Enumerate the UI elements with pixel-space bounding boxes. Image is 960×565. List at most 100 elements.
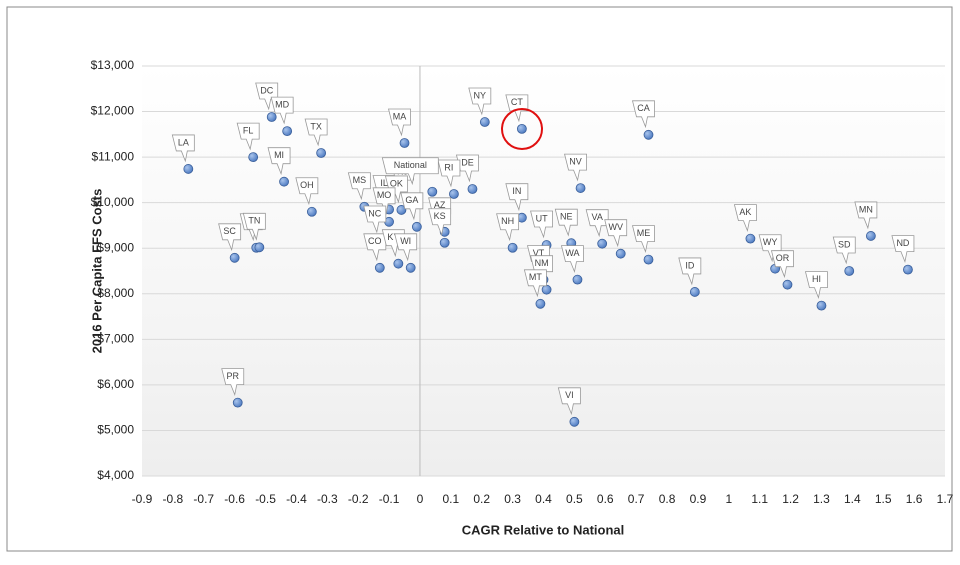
x-tick-label: -0.4 — [286, 492, 307, 506]
point — [643, 254, 654, 265]
point — [229, 252, 240, 263]
x-tick-label: 0 — [417, 492, 424, 506]
point — [535, 298, 546, 309]
callout-box — [585, 209, 609, 238]
point-label: AZ — [434, 200, 446, 210]
point-label: WV — [608, 222, 623, 232]
callout: NE — [554, 208, 578, 237]
callout-box — [557, 387, 581, 416]
callout: MS — [347, 172, 371, 201]
point — [254, 242, 265, 253]
point-label: NE — [560, 212, 573, 222]
y-tick-label: $11,000 — [92, 149, 135, 163]
y-tick-label: $10,000 — [91, 195, 135, 209]
x-axis-title: CAGR Relative to National — [462, 522, 625, 537]
callout: National — [381, 157, 439, 186]
point — [575, 183, 586, 193]
x-tick-label: 1.4 — [844, 492, 861, 506]
point — [449, 189, 459, 199]
callout: MD — [270, 96, 294, 125]
y-tick-label: $5,000 — [97, 423, 134, 437]
point — [507, 242, 518, 253]
callout: NY — [468, 87, 492, 116]
point-label: KS — [434, 211, 446, 221]
callout-box — [530, 210, 553, 239]
callout: AK — [733, 204, 757, 233]
callout-box — [564, 153, 587, 182]
point-label: LA — [178, 137, 189, 147]
x-tick-label: 0.6 — [597, 492, 614, 506]
point — [427, 186, 438, 197]
point-label: MO — [377, 190, 392, 200]
point-label: PR — [226, 371, 239, 381]
point-label: GA — [405, 195, 418, 205]
x-tick-label: -0.9 — [132, 492, 153, 506]
callout-box — [560, 245, 584, 274]
callout: CT — [505, 94, 529, 123]
point-label: RI — [444, 162, 453, 172]
y-tick-label: $9,000 — [97, 240, 134, 254]
callout: MO — [372, 187, 396, 216]
point — [569, 416, 580, 427]
point — [615, 248, 626, 259]
point-label: HI — [812, 274, 821, 284]
point — [903, 264, 913, 275]
callout-box — [388, 108, 411, 137]
callout-box — [554, 208, 578, 237]
point — [467, 184, 478, 194]
callout: DC — [255, 82, 279, 111]
callout: VA — [585, 209, 609, 238]
callout-box — [304, 118, 328, 147]
point-label: MD — [275, 100, 289, 110]
point — [399, 138, 410, 148]
point-label: ME — [637, 228, 651, 238]
point — [689, 287, 700, 297]
callout: SC — [218, 223, 242, 252]
callout-box — [631, 100, 655, 129]
point — [865, 231, 876, 241]
point-label: NC — [368, 208, 381, 218]
x-tick-label: -0.5 — [255, 492, 276, 506]
point — [516, 123, 527, 134]
x-tick-label: 1.5 — [875, 492, 892, 506]
callout-box — [505, 183, 529, 212]
callout-box — [372, 187, 396, 216]
point — [816, 300, 827, 311]
point-label: MS — [353, 175, 367, 185]
callout: WV — [604, 219, 628, 248]
point-label: OR — [776, 253, 790, 263]
point — [597, 238, 608, 249]
highlight-circle — [501, 108, 543, 150]
point — [782, 279, 793, 290]
callout: ME — [631, 225, 655, 254]
point-label: UT — [536, 213, 548, 223]
callout: NC — [363, 205, 387, 234]
callout: OR — [770, 250, 794, 279]
x-tick-label: 0.8 — [659, 492, 676, 506]
callout: CA — [631, 100, 655, 129]
callout: WI — [394, 233, 418, 262]
callout-box — [523, 269, 547, 298]
callout-box — [267, 147, 291, 176]
point-label: OK — [390, 178, 403, 188]
x-tick-label: 1.1 — [751, 492, 768, 506]
y-tick-label: $8,000 — [97, 286, 134, 300]
callout-box — [832, 236, 856, 265]
x-tick-label: -0.3 — [317, 492, 338, 506]
x-tick-label: 0.4 — [535, 492, 552, 506]
point — [279, 176, 289, 187]
callout: IN — [505, 183, 529, 212]
point-label: MN — [859, 204, 873, 214]
point — [844, 266, 855, 276]
point-label: MI — [274, 150, 284, 160]
point — [266, 112, 277, 122]
callout: OH — [295, 177, 319, 206]
x-tick-label: 1 — [725, 492, 732, 506]
callout: MN — [854, 201, 878, 230]
point — [374, 262, 385, 273]
x-tick-label: -0.8 — [163, 492, 184, 506]
y-axis-title: 2016 Per Capita FFS Costs — [89, 189, 104, 354]
point — [411, 221, 422, 232]
point-label: FL — [243, 125, 254, 135]
point-label: NM — [535, 258, 549, 268]
